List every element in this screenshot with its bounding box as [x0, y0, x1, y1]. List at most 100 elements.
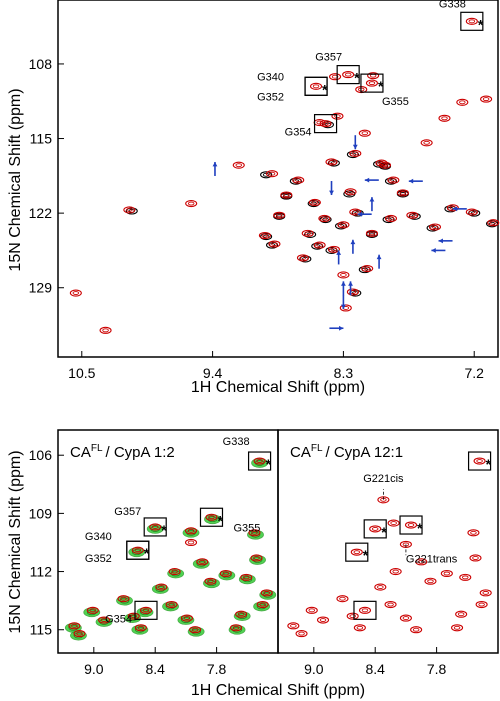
peak	[465, 17, 478, 25]
peak-contour-outer	[438, 114, 451, 122]
peak-contour-outer	[465, 17, 478, 25]
peak	[240, 573, 253, 581]
x-tick-label: 10.5	[68, 365, 95, 381]
peak-contour-inner	[268, 171, 276, 176]
peak-contour-outer	[287, 622, 300, 630]
peak-contour-inner	[352, 151, 359, 156]
peak	[465, 208, 478, 216]
top-y-axis-label: 15N Chemical Shift (ppm)	[7, 88, 24, 271]
peak-contour-inner	[478, 602, 485, 607]
bottom-y-axis-label: 15N Chemical Shift (ppm)	[7, 450, 24, 633]
bottom-left-y-ticks: 106 109 112 115	[29, 447, 64, 638]
shift-arrow-head	[452, 206, 458, 212]
top-arrows	[212, 135, 467, 331]
peak-contour-inner	[356, 625, 364, 630]
peak-contour-inner	[371, 526, 379, 531]
peak-contour-outer	[456, 98, 469, 106]
shift-arrow	[408, 178, 423, 184]
peak-contour-inner	[299, 255, 307, 260]
peak-contour-inner	[256, 603, 267, 610]
peak	[361, 264, 374, 273]
peak-contour-inner	[119, 597, 130, 604]
peak	[305, 606, 318, 614]
peak-contour-outer	[378, 161, 392, 169]
peak-contour-inner	[352, 210, 359, 215]
peak-contour-inner	[353, 550, 361, 555]
peak-contour-outer	[480, 95, 493, 103]
peak-contour-inner	[294, 178, 302, 183]
peak	[185, 199, 198, 208]
peak-contour-outer	[273, 211, 286, 219]
peak-contour-outer	[327, 159, 340, 167]
peak-contour-inner	[263, 590, 270, 595]
peak-contour-inner	[131, 549, 142, 556]
peak	[325, 158, 338, 166]
peak-star: *	[378, 78, 384, 94]
peak-contour-outer	[358, 266, 371, 274]
peak-contour-inner	[482, 590, 489, 595]
peak-label: G340	[257, 71, 284, 83]
peak-contour-inner	[349, 614, 356, 619]
shift-arrow	[329, 181, 334, 196]
shift-arrow-head	[431, 248, 436, 253]
peak-contour-outer	[479, 589, 492, 597]
bottom-right-peaks	[287, 457, 492, 638]
peak-contour-inner	[368, 231, 376, 236]
peak	[308, 198, 321, 207]
peak-contour-inner	[489, 220, 497, 225]
y-tick-label: 115	[30, 131, 53, 147]
peak-contour-inner	[470, 530, 477, 535]
bottom-right-plot-frame	[277, 429, 499, 654]
x-tick-label: 7.8	[427, 661, 447, 677]
peak-box	[126, 540, 150, 560]
peak	[410, 626, 423, 634]
peak	[165, 600, 178, 609]
peak-contour-outer	[266, 241, 279, 249]
peak-contour-inner	[206, 580, 217, 587]
top-y-ticks: 108 115 122 129	[29, 56, 64, 296]
shift-arrow	[329, 325, 344, 331]
peak-contour-outer	[353, 624, 366, 632]
bottom-right-annotations: * * * * G221cis G221trans	[345, 451, 492, 620]
peak-contour-inner	[312, 84, 320, 89]
peak-contour-inner	[316, 243, 323, 248]
shift-arrow	[369, 197, 375, 212]
peak-label: G355	[382, 96, 409, 108]
peak-box	[336, 64, 360, 85]
peak-contour-outer	[131, 546, 144, 554]
peak-contour-inner	[290, 623, 297, 628]
peak-contour-outer	[189, 626, 202, 634]
peak-contour-outer	[406, 211, 419, 219]
peak	[350, 548, 363, 556]
peak-contour-inner	[311, 200, 319, 205]
peak-contour-inner	[243, 575, 250, 580]
peak	[235, 610, 248, 618]
peak-contour-outer	[440, 569, 453, 578]
top-x-ticks: 10.5 9.4 8.3 7.2	[68, 351, 484, 381]
peak-contour-outer	[349, 208, 362, 216]
shift-arrow	[364, 177, 379, 183]
peak	[479, 589, 492, 597]
peak-contour-inner	[340, 272, 347, 277]
peak-star: *	[217, 512, 223, 528]
peak	[149, 523, 162, 531]
peak-contour-inner	[443, 571, 451, 576]
top-x-axis-label: 1H Chemical Shift (ppm)	[191, 379, 365, 396]
peak-contour-outer	[313, 241, 326, 249]
peak-contour-inner	[462, 575, 469, 580]
peak-contour-outer	[196, 558, 209, 566]
peak-contour-inner	[256, 459, 263, 463]
peak-box	[360, 73, 384, 93]
peak-contour-outer	[349, 149, 362, 158]
peak-contour-outer	[123, 206, 136, 214]
peak-contour-inner	[207, 579, 214, 584]
peak	[329, 73, 342, 81]
peak-contour-outer	[117, 595, 130, 603]
peak-contour-inner	[427, 579, 434, 584]
shift-arrow	[452, 206, 467, 212]
peak	[342, 71, 355, 79]
peak	[258, 231, 271, 240]
peak	[313, 241, 326, 249]
peak-contour-outer	[399, 614, 412, 622]
peak-contour-inner	[387, 602, 394, 607]
